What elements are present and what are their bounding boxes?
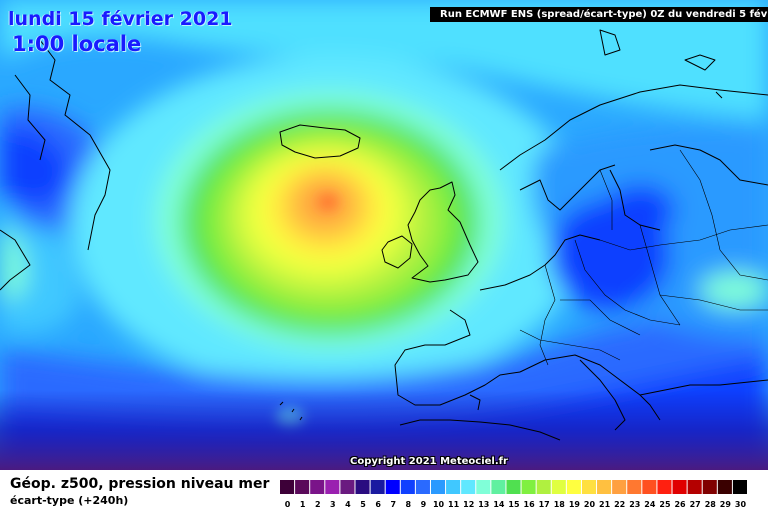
color-swatch <box>627 480 642 494</box>
color-scale-label: 11 <box>448 500 460 509</box>
parameter-subtitle: écart-type (+240h) <box>10 494 129 507</box>
color-scale-label: 28 <box>705 500 717 509</box>
color-scale-label: 9 <box>421 500 427 509</box>
coastlines <box>0 29 768 441</box>
color-scale-label: 18 <box>554 500 566 509</box>
color-swatch <box>415 480 430 494</box>
color-swatch <box>732 480 747 494</box>
color-swatch <box>340 480 355 494</box>
color-scale-label: 7 <box>390 500 396 509</box>
copyright-label: Copyright 2021 Meteociel.fr <box>350 456 508 467</box>
color-scale-label: 2 <box>315 500 321 509</box>
south-fade <box>0 390 768 470</box>
color-scale-label: 3 <box>330 500 336 509</box>
color-swatch <box>581 480 597 494</box>
color-scale-label: 26 <box>674 500 686 509</box>
color-scale-label: 12 <box>463 500 474 509</box>
color-scale-label: 24 <box>644 500 656 509</box>
color-scale-label: 22 <box>614 500 625 509</box>
color-scale-label: 19 <box>569 500 581 509</box>
color-swatch <box>717 480 732 494</box>
color-scale-label: 1 <box>300 500 306 509</box>
color-swatch <box>612 480 627 494</box>
color-scale-label: 5 <box>360 500 366 509</box>
color-scale-label: 20 <box>584 500 596 509</box>
local-time-title: 1:00 locale <box>12 32 142 56</box>
color-scale: 0 1 2 3 4 5 6 7 8 9 10 11 12 13 14 15 16 17 18 19 20 21 22 23 24… <box>280 480 747 509</box>
color-swatch <box>702 480 717 494</box>
color-swatch <box>642 480 657 494</box>
color-scale-label: 17 <box>539 500 550 509</box>
color-scale-label: 15 <box>508 500 520 509</box>
run-info-label: Run ECMWF ENS (spread/écart-type) 0Z du … <box>430 7 768 22</box>
color-scale-label: 0 <box>285 500 291 509</box>
color-swatch <box>672 480 687 494</box>
color-scale-label: 16 <box>524 500 536 509</box>
color-swatch <box>295 480 310 494</box>
color-swatch <box>400 480 415 494</box>
color-scale-label: 29 <box>720 500 732 509</box>
color-swatch <box>325 480 340 494</box>
color-scale-label: 23 <box>629 500 640 509</box>
date-title: lundi 15 février 2021 <box>8 8 233 30</box>
color-scale-label: 6 <box>375 500 381 509</box>
color-swatch <box>506 480 521 494</box>
color-scale-label: 4 <box>345 500 351 509</box>
color-swatch <box>687 480 702 494</box>
color-swatch <box>355 480 370 494</box>
color-swatch <box>491 480 506 494</box>
color-scale-label: 10 <box>433 500 445 509</box>
color-swatch <box>430 480 446 494</box>
spread-map <box>0 0 768 470</box>
color-swatch <box>597 480 612 494</box>
color-swatch <box>521 480 536 494</box>
color-scale-label: 13 <box>478 500 489 509</box>
color-swatch <box>536 480 551 494</box>
parameter-title: Géop. z500, pression niveau mer <box>10 476 270 492</box>
color-scale-label: 8 <box>406 500 412 509</box>
color-scale-label: 25 <box>659 500 671 509</box>
color-swatch <box>385 480 400 494</box>
color-swatch <box>566 480 581 494</box>
color-scale-label: 14 <box>493 500 505 509</box>
color-swatch <box>370 480 385 494</box>
color-swatch <box>551 480 566 494</box>
color-swatch <box>461 480 476 494</box>
color-swatch <box>446 480 461 494</box>
color-scale-label: 27 <box>690 500 701 509</box>
color-swatch <box>280 480 295 494</box>
color-swatch <box>476 480 491 494</box>
color-scale-label: 30 <box>735 500 747 509</box>
country-borders <box>519 149 768 366</box>
color-swatch <box>310 480 325 494</box>
color-scale-label: 21 <box>599 500 611 509</box>
color-swatch <box>657 480 672 494</box>
